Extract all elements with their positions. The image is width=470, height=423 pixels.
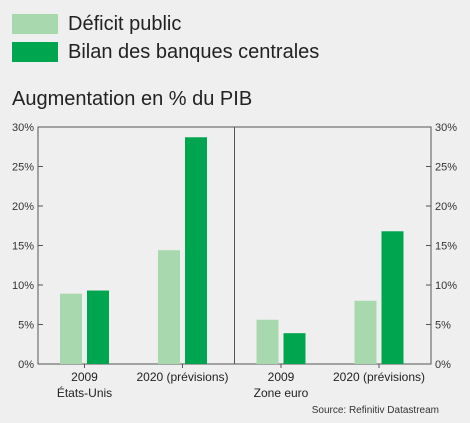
- y-tick-label-right: 0%: [435, 359, 451, 371]
- x-tick-label: 2020 (prévisions): [333, 370, 425, 384]
- x-tick-label: 2009: [71, 370, 98, 384]
- legend-label-deficit: Déficit public: [68, 12, 182, 35]
- source-note: Source: Refinitiv Datastream: [312, 405, 439, 416]
- y-tick-label-left: 30%: [12, 122, 34, 134]
- y-tick-label-left: 5%: [18, 320, 34, 332]
- bar-us-2020-bilan: [185, 137, 207, 364]
- y-tick-label-right: 15%: [435, 241, 457, 253]
- legend: Déficit public Bilan des banques central…: [12, 10, 319, 66]
- legend-swatch-bilan: [12, 42, 58, 62]
- x-tick-label: 2009: [268, 370, 295, 384]
- y-tick-label-left: 10%: [12, 280, 34, 292]
- y-tick-label-right: 20%: [435, 201, 457, 213]
- legend-item-bilan: Bilan des banques centrales: [12, 38, 319, 66]
- y-tick-label-right: 5%: [435, 320, 451, 332]
- bar-eu-2020-bilan: [381, 231, 404, 364]
- legend-swatch-deficit: [12, 14, 58, 34]
- bar-eu-2020-deficit: [354, 300, 377, 364]
- chart-title: Augmentation en % du PIB: [12, 88, 253, 110]
- bar-us-2020-deficit: [158, 250, 180, 364]
- bar-us-2009-bilan: [87, 290, 109, 364]
- legend-item-deficit: Déficit public: [12, 10, 319, 38]
- bar-eu-2009-bilan: [283, 333, 306, 364]
- legend-label-bilan: Bilan des banques centrales: [68, 40, 320, 63]
- y-tick-label-right: 10%: [435, 280, 457, 292]
- y-tick-label-right: 30%: [435, 122, 457, 134]
- group-label: États-Unis: [57, 385, 112, 400]
- y-tick-label-right: 25%: [435, 162, 457, 174]
- bar-eu-2009-deficit: [256, 319, 279, 364]
- x-tick-label: 2020 (prévisions): [136, 370, 228, 384]
- y-tick-label-left: 0%: [18, 359, 34, 371]
- group-label: Zone euro: [254, 386, 309, 400]
- y-tick-label-left: 20%: [12, 201, 34, 213]
- y-tick-label-left: 15%: [12, 241, 34, 253]
- y-tick-label-left: 25%: [12, 162, 34, 174]
- bar-us-2009-deficit: [60, 293, 82, 364]
